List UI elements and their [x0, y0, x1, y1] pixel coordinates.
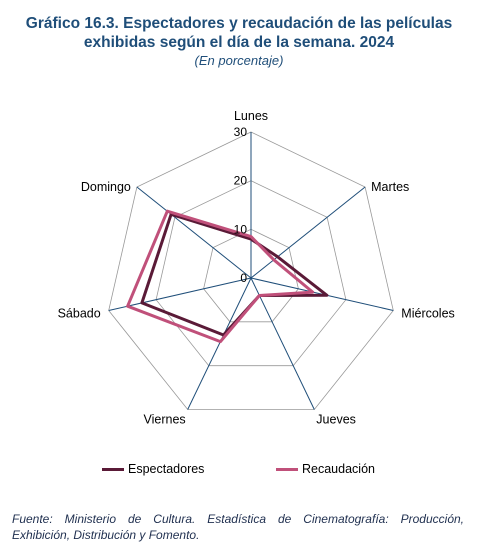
chart-subtitle: (En porcentaje) — [194, 53, 284, 68]
grid-ring-10 — [203, 228, 299, 323]
spoke-viernes — [187, 277, 252, 410]
category-label-jueves: Jueves — [316, 413, 356, 427]
category-label-martes: Martes — [371, 180, 409, 194]
category-label-viernes: Viernes — [144, 413, 186, 427]
tick-label-0: 0 — [240, 271, 247, 285]
series-line-recaudacion — [126, 209, 315, 344]
radar-grid — [108, 131, 394, 410]
chart-title-line-1: Gráfico 16.3. Espectadores y recaudación… — [25, 15, 453, 32]
category-label-domingo: Domingo — [81, 180, 131, 194]
category-label-lunes: Lunes — [234, 109, 268, 123]
chart-legend: Espectadores Recaudación — [0, 462, 478, 482]
chart-title-line-2: exhibidas según el día de la semana. 202… — [83, 34, 395, 51]
tick-label-20: 20 — [234, 174, 248, 188]
legend-swatch-espectadores — [102, 467, 124, 471]
category-label-sabado: Sábado — [58, 307, 101, 321]
grid-ring-30 — [108, 131, 394, 410]
legend-swatch-recaudacion — [276, 467, 298, 471]
radar-chart: 0 10 20 30 Lunes Martes Miércoles Jueves Viernes… — [58, 109, 455, 427]
spoke-sabado — [108, 277, 252, 311]
legend-label-recaudacion: Recaudación — [302, 462, 375, 476]
radar-labels: 0 10 20 30 Lunes Martes Miércoles Jueves Viernes… — [58, 109, 455, 427]
tick-label-30: 30 — [234, 125, 248, 139]
chart-title: Gráfico 16.3. Espectadores y recaudación… — [0, 14, 478, 52]
legend-item-espectadores: Espectadores — [102, 462, 204, 476]
spoke-domingo — [136, 186, 252, 279]
tick-label-10: 10 — [234, 222, 248, 236]
legend-label-espectadores: Espectadores — [128, 462, 205, 476]
spoke-jueves — [250, 277, 315, 410]
category-label-miercoles: Miércoles — [401, 307, 455, 321]
legend-item-recaudacion: Recaudación — [276, 462, 375, 476]
radar-series — [126, 209, 329, 344]
spoke-martes — [250, 186, 366, 279]
grid-ring-20 — [155, 180, 347, 367]
source-note: Fuente: Ministerio de Cultura. Estadísti… — [12, 512, 464, 542]
